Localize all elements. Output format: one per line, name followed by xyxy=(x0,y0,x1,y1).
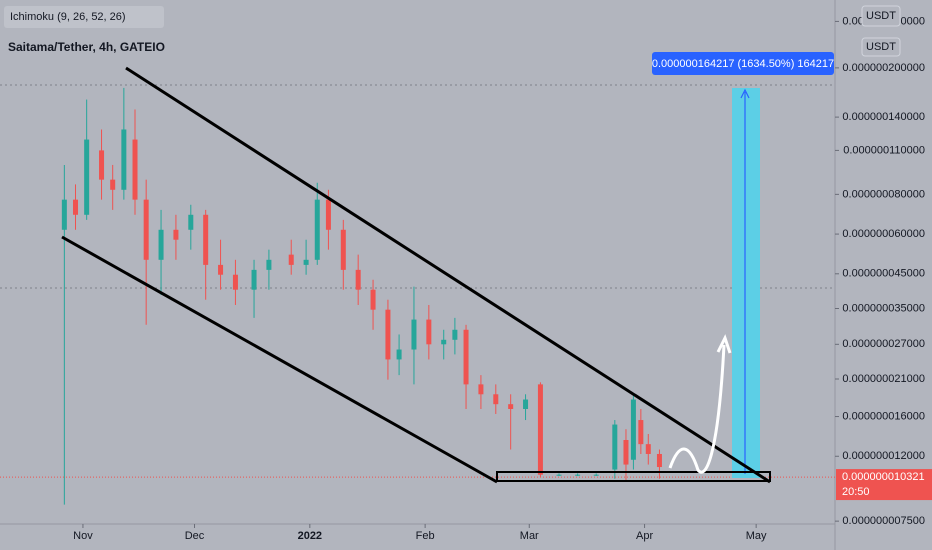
candle-body xyxy=(266,259,272,270)
candle-body xyxy=(508,404,514,409)
measure-box xyxy=(732,88,760,478)
candle-body xyxy=(203,214,209,265)
x-tick-label: May xyxy=(746,530,767,542)
y-tick-label: 0.000000080000 xyxy=(842,188,925,200)
y-tick-label: 0.000000045000 xyxy=(842,268,925,280)
candle-body xyxy=(143,199,149,260)
y-tick-label: 0.000000110000 xyxy=(843,144,925,156)
candle-body xyxy=(612,424,618,470)
candle-body xyxy=(452,329,458,340)
candle-body xyxy=(232,274,238,290)
candle-body xyxy=(523,399,529,409)
candle-body xyxy=(370,289,376,310)
candle-body xyxy=(173,229,179,240)
candle-body xyxy=(61,199,67,230)
plot-area xyxy=(0,87,835,505)
candle-body xyxy=(537,384,543,475)
currency-label: USDT xyxy=(866,41,896,53)
x-tick-label: Apr xyxy=(636,530,653,542)
indicator-box xyxy=(4,6,164,28)
last-price-box xyxy=(836,469,932,501)
x-tick-label: Dec xyxy=(185,530,205,542)
candle-body xyxy=(645,444,651,454)
candle-body xyxy=(251,269,257,290)
last-price-label: 0.000000010321 xyxy=(842,471,925,483)
candle-body xyxy=(288,254,294,265)
candle-body xyxy=(638,420,644,445)
candle-body xyxy=(158,229,164,260)
x-tick-label: Nov xyxy=(73,530,93,542)
measure-label: 0.000000164217 (1634.50%) 164217 xyxy=(652,58,834,70)
countdown-label: 20:50 xyxy=(842,486,870,498)
candle-body xyxy=(630,399,636,460)
candle-body xyxy=(110,179,116,190)
projection-path xyxy=(668,344,726,474)
currency-box[interactable] xyxy=(861,37,901,57)
candle-body xyxy=(303,259,309,265)
y-tick-label: 0.000000035000 xyxy=(842,302,925,314)
candle-body xyxy=(463,329,469,385)
measure-arrowhead xyxy=(740,88,750,99)
candle-body xyxy=(493,394,499,405)
candle-body xyxy=(575,474,581,476)
candle-body xyxy=(411,319,417,350)
y-tick-label: 0.000000060000 xyxy=(842,228,925,240)
candle-body xyxy=(325,199,331,230)
y-tick-label: 0.000000021000 xyxy=(842,373,925,385)
candle-body xyxy=(73,199,79,215)
candle-body xyxy=(656,453,662,468)
candle-body xyxy=(340,229,346,270)
candle-body xyxy=(426,319,432,345)
candle-body xyxy=(556,474,562,476)
candle-body xyxy=(218,264,224,275)
currency-box[interactable] xyxy=(861,5,901,27)
currency-label: USDT xyxy=(866,10,896,22)
trend-line xyxy=(125,66,771,484)
candle-body xyxy=(441,339,447,345)
candle-body xyxy=(478,384,484,395)
indicator-label: Ichimoku (9, 26, 52, 26) xyxy=(10,11,126,23)
candle-body xyxy=(314,199,320,260)
trend-line xyxy=(61,235,498,484)
y-tick-label: 0.000000200000 xyxy=(842,62,925,74)
x-tick-label: 2022 xyxy=(298,530,322,542)
candle-body xyxy=(121,129,127,190)
candle-body xyxy=(132,139,138,200)
x-tick-label: Mar xyxy=(520,530,539,542)
x-tick-label: Feb xyxy=(416,530,435,542)
candle-body xyxy=(396,349,402,360)
projection-arrowhead xyxy=(716,334,732,354)
candle-body xyxy=(355,269,361,290)
candle-body xyxy=(593,474,599,476)
candle-body xyxy=(188,214,194,230)
y-tick-label: 0.000000007500 xyxy=(842,515,925,527)
y-tick-label: 0.000000016000 xyxy=(842,410,925,422)
candle-body xyxy=(84,139,90,215)
y-tick-label: 0.000000012000 xyxy=(842,450,925,462)
measure-label-box xyxy=(652,52,834,75)
y-tick-label: 0.000000140000 xyxy=(842,111,925,123)
candle-body xyxy=(623,440,629,465)
candle-body xyxy=(99,150,105,180)
y-tick-label: 0.000000027000 xyxy=(842,338,925,350)
support-box xyxy=(496,471,771,482)
chart-title: Saitama/Tether, 4h, GATEIO xyxy=(8,40,165,54)
candle-body xyxy=(385,309,391,360)
